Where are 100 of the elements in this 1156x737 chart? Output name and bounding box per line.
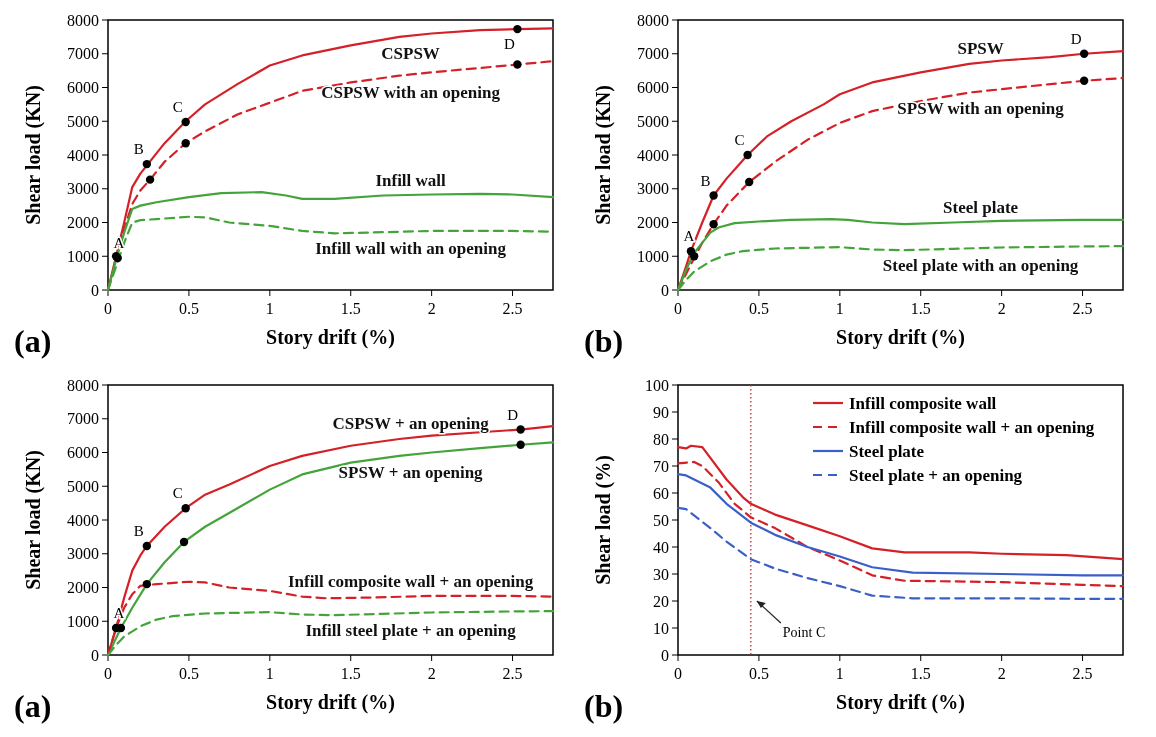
y-tick-label: 7000 — [67, 45, 99, 63]
y-tick-label: 0 — [91, 646, 99, 664]
point — [1079, 76, 1089, 85]
annotation: D — [507, 406, 519, 423]
legend-label: Steel plate — [849, 441, 925, 461]
y-tick-label: 6000 — [67, 79, 99, 97]
point — [142, 541, 152, 551]
series-label: CSPSW + an opening — [332, 413, 490, 433]
x-axis-title: Story drift (%) — [836, 691, 965, 714]
text: (a) — [14, 323, 52, 359]
point — [181, 503, 190, 513]
point — [1079, 49, 1089, 58]
annotation: A — [683, 228, 695, 245]
series-label: Steel plate with an opening — [882, 256, 1079, 276]
series-label: Steel plate — [943, 197, 1019, 217]
x-tick-label: 1.5 — [910, 300, 931, 317]
x-tick-label: 0 — [104, 300, 112, 317]
y-tick-label: 8000 — [67, 376, 99, 394]
x-tick-label: 0.5 — [748, 300, 769, 317]
text: (a) — [14, 688, 52, 724]
x-axis-title: Story drift (%) — [266, 691, 395, 714]
x-tick-label: 0.5 — [178, 665, 199, 682]
x-tick-label: 1 — [265, 300, 274, 317]
point — [516, 440, 525, 449]
x-tick-label: 2 — [427, 300, 436, 317]
y-tick-label: 1000 — [637, 247, 669, 265]
y-tick-label: 8000 — [67, 11, 99, 29]
point — [745, 177, 754, 187]
y-tick-label: 3000 — [67, 180, 99, 198]
series-label: SPSW with an opening — [897, 99, 1065, 119]
y-axis-title: Shear load (KN) — [22, 85, 45, 225]
annotation: C — [734, 132, 745, 148]
series-label: SPSW + an opening — [338, 462, 484, 482]
series-label: Infill steel plate + an opening — [305, 621, 517, 641]
x-tick-label: 0 — [674, 300, 682, 317]
y-tick-label: 5000 — [637, 112, 669, 130]
x-tick-label: 1.5 — [910, 665, 931, 682]
point — [179, 537, 189, 547]
annotation: C — [172, 485, 183, 502]
y-tick-label: 0 — [661, 281, 669, 299]
legend-label: Infill composite wall — [849, 393, 997, 413]
point — [142, 159, 152, 169]
x-tick-label: 2 — [997, 300, 1006, 317]
x-tick-label: 2.5 — [502, 665, 523, 682]
y-tick-label: 1000 — [67, 612, 99, 630]
y-tick-label: 5000 — [67, 477, 99, 495]
y-tick-label: 2000 — [67, 579, 99, 597]
point — [145, 175, 155, 184]
y-tick-label: 4000 — [67, 511, 99, 529]
y-tick-label: 40 — [653, 538, 669, 556]
x-tick-label: 0 — [674, 665, 682, 682]
x-tick-label: 1.5 — [340, 665, 361, 682]
point — [743, 150, 752, 160]
series-label: CSPSW with an opening — [321, 82, 501, 102]
x-tick-label: 0 — [104, 665, 112, 682]
point — [181, 117, 190, 127]
point — [513, 24, 522, 34]
y-tick-label: 90 — [653, 403, 669, 421]
point — [709, 191, 718, 200]
y-tick-label: 70 — [653, 457, 669, 475]
y-tick-label: 100 — [645, 376, 669, 394]
x-axis-title: Story drift (%) — [836, 326, 965, 349]
y-tick-label: 50 — [653, 511, 669, 529]
y-axis-title: Shear load (KN) — [592, 85, 615, 225]
y-tick-label: 5000 — [67, 112, 99, 130]
annotation: C — [172, 98, 183, 115]
y-tick-label: 80 — [653, 430, 669, 448]
point — [689, 252, 699, 261]
y-axis-title: Shear load (%) — [592, 455, 615, 585]
x-tick-label: 2 — [427, 665, 436, 682]
x-tick-label: 2 — [997, 665, 1006, 682]
point — [513, 60, 522, 69]
point — [181, 138, 190, 148]
legend-label: Infill composite wall + an opening — [849, 417, 1095, 437]
y-tick-label: 20 — [653, 592, 669, 610]
x-tick-label: 1 — [835, 300, 844, 317]
y-tick-label: 30 — [653, 565, 669, 583]
annotation: D — [1070, 30, 1082, 47]
y-tick-label: 0 — [661, 646, 669, 664]
ref-line-label: Point C — [782, 625, 826, 640]
y-tick-label: 7000 — [637, 45, 669, 63]
annotation: B — [133, 141, 144, 158]
y-tick-label: 60 — [653, 484, 669, 502]
annotation: B — [133, 522, 144, 539]
y-tick-label: 4000 — [637, 146, 669, 164]
x-tick-label: 2.5 — [1072, 300, 1093, 317]
x-tick-label: 1 — [265, 665, 274, 682]
x-tick-label: 2.5 — [502, 300, 523, 317]
x-tick-label: 1 — [835, 665, 844, 682]
legend-label: Steel plate + an opening — [849, 465, 1023, 485]
y-tick-label: 4000 — [67, 146, 99, 164]
series-label: SPSW — [957, 38, 1004, 58]
series-label: Infill composite wall + an opening — [287, 572, 534, 592]
x-tick-label: 1.5 — [340, 300, 361, 317]
y-tick-label: 6000 — [67, 444, 99, 462]
y-tick-label: 3000 — [67, 545, 99, 563]
y-tick-label: 8000 — [637, 11, 669, 29]
y-tick-label: 3000 — [637, 180, 669, 198]
annotation: D — [503, 36, 515, 53]
x-tick-label: 2.5 — [1072, 665, 1093, 682]
